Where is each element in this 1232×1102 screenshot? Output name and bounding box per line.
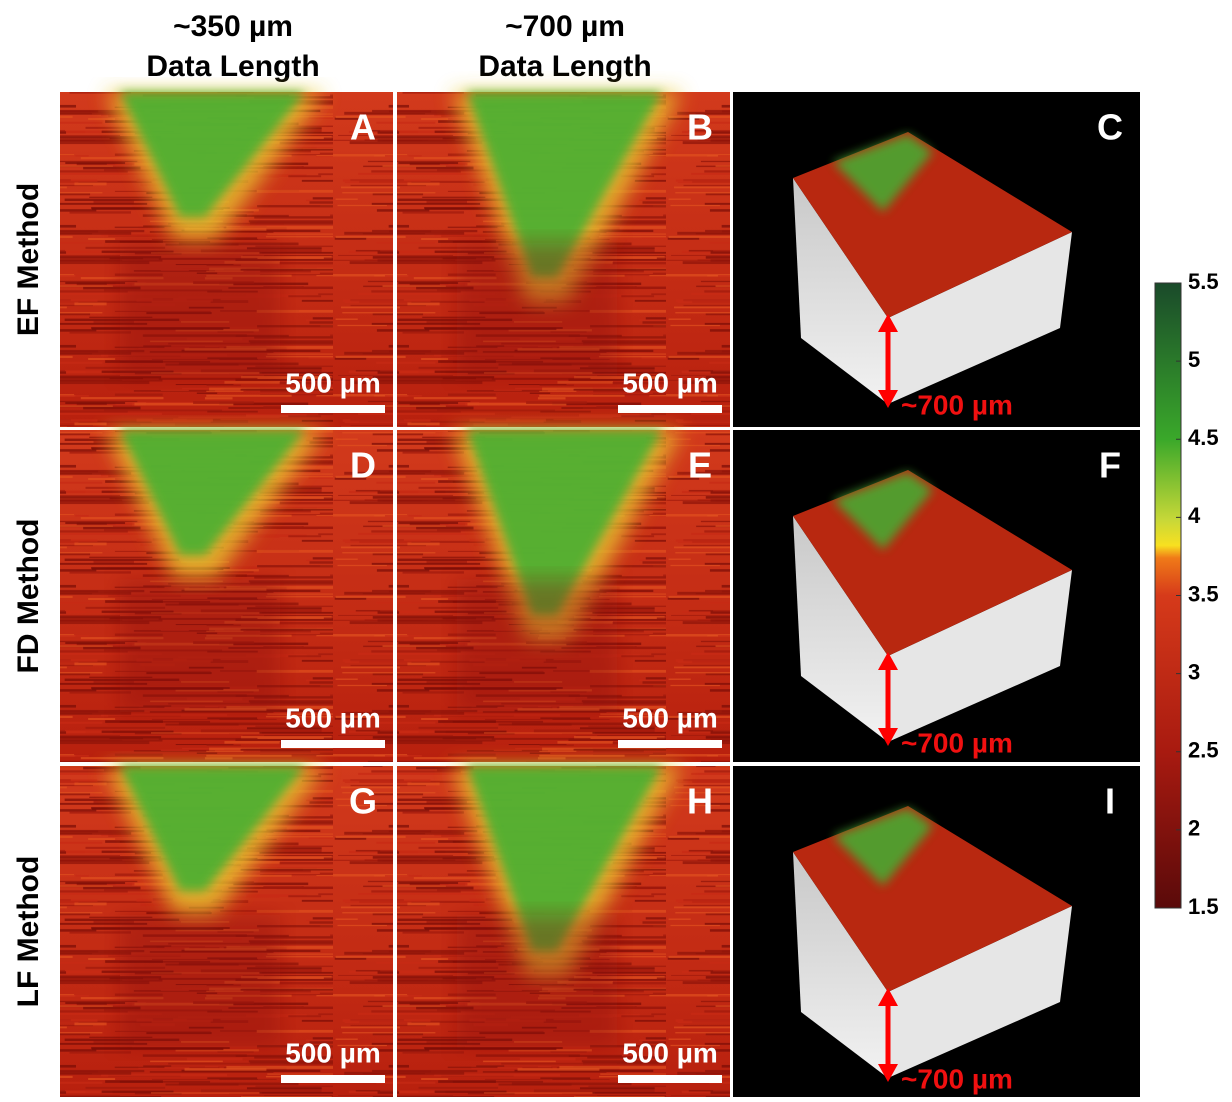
colorbar-tick-label: 3.5: [1188, 581, 1219, 606]
panel-letter: E: [688, 445, 712, 486]
column-header: Data Length: [478, 50, 651, 83]
depth-label: ~700 µm: [901, 1063, 1013, 1094]
panel-letter: B: [687, 107, 713, 148]
row-label: FD Method: [12, 519, 45, 674]
panel-letter: G: [349, 781, 377, 822]
figure: ~350 µm Data Length ~700 µm Data Length EF M…: [0, 0, 1232, 1097]
row-label: EF Method: [12, 183, 45, 336]
column-header: Data Length: [146, 50, 319, 83]
colorbar-tick-label: 5.5: [1188, 269, 1219, 294]
panel-letter: F: [1099, 445, 1121, 486]
scale-bar: [618, 740, 722, 748]
column-header: ~700 µm: [505, 10, 625, 43]
heatmap-darker: [457, 915, 617, 1047]
panel: ~700 µm F: [733, 430, 1140, 762]
scale-bar: [618, 1075, 722, 1083]
panel: 500 µm A: [60, 92, 393, 427]
depth-label: ~700 µm: [901, 389, 1013, 420]
heatmap-darker: [120, 243, 280, 377]
heatmap-darker: [120, 915, 280, 1047]
colorbar-tick-label: 4.5: [1188, 425, 1219, 450]
scale-bar-label: 500 µm: [622, 1037, 718, 1068]
row-label: LF Method: [12, 856, 45, 1008]
scale-bar: [618, 405, 722, 413]
panel: 500 µm G: [60, 766, 393, 1097]
panel: 500 µm D: [60, 430, 393, 762]
scale-bar: [281, 405, 385, 413]
scale-bar-label: 500 µm: [285, 1037, 381, 1068]
colorbar-tick-label: 2.5: [1188, 738, 1219, 763]
depth-label: ~700 µm: [901, 727, 1013, 758]
panel-letter: D: [350, 445, 376, 486]
heatmap-darker: [457, 579, 617, 712]
scale-bar: [281, 740, 385, 748]
panel: 500 µm B: [397, 92, 730, 427]
panel-letter: I: [1105, 781, 1115, 822]
colorbar-tick-label: 1.5: [1188, 894, 1219, 919]
panel-letter: A: [350, 107, 376, 148]
colorbar-tick-label: 5: [1188, 347, 1200, 372]
heatmap-darker: [120, 579, 280, 712]
heatmap-darker: [457, 243, 617, 377]
scale-bar-label: 500 µm: [285, 702, 381, 733]
panel-letter: H: [687, 781, 713, 822]
scale-bar-label: 500 µm: [285, 367, 381, 398]
scale-bar: [281, 1075, 385, 1083]
panel: ~700 µm C: [733, 92, 1140, 427]
panel: 500 µm H: [397, 766, 730, 1097]
colorbar-tick-label: 2: [1188, 816, 1200, 841]
panel: 500 µm E: [397, 430, 730, 762]
column-header: ~350 µm: [173, 10, 293, 43]
scale-bar-label: 500 µm: [622, 367, 718, 398]
colorbar-tick-label: 4: [1188, 503, 1201, 528]
colorbar-tick-label: 3: [1188, 659, 1200, 684]
panel-letter: C: [1097, 107, 1123, 148]
scale-bar-label: 500 µm: [622, 702, 718, 733]
panel: ~700 µm I: [733, 766, 1140, 1097]
